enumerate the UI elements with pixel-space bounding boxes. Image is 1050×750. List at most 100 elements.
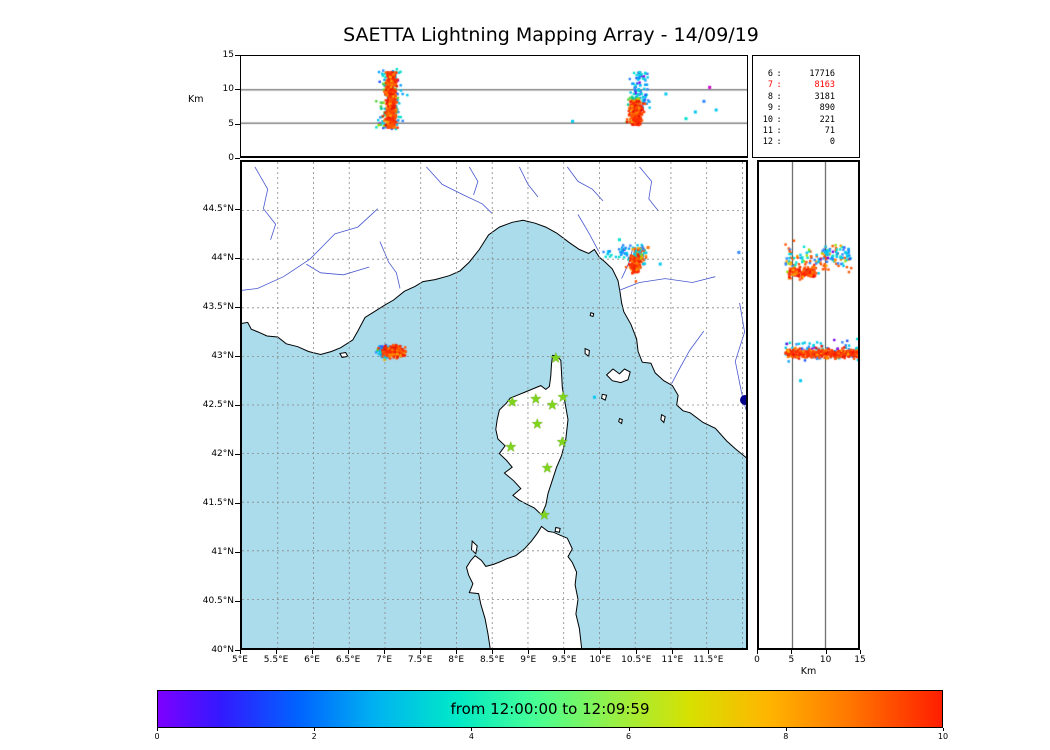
lon-tick <box>600 650 602 654</box>
altitude-x-tick-label: 10 <box>819 655 832 665</box>
altitude-x-tick-label: 0 <box>754 655 760 665</box>
legend-row-label: 9 <box>767 103 773 114</box>
colorbar-tick <box>157 728 158 731</box>
lon-tick-label: 6°E <box>304 655 321 665</box>
lon-tick <box>564 650 566 654</box>
altitude-tick-label: 10 <box>222 84 234 95</box>
legend-row: 10: 221 <box>753 115 859 126</box>
altitude-x-tick <box>757 650 758 654</box>
colorbar-tick <box>471 728 473 731</box>
lon-tick-label: 5.5°E <box>263 655 289 665</box>
legend-row-colon: : <box>776 91 782 102</box>
legend-row: 9: 890 <box>753 103 859 114</box>
lat-tick-label: 44°N <box>211 253 234 263</box>
station-star-icon: ★ <box>549 350 563 367</box>
altitude-x-tick-label: 15 <box>854 655 866 665</box>
special-marker <box>739 395 746 406</box>
legend-row-colon: : <box>776 137 782 148</box>
station-star-icon: ★ <box>538 507 551 524</box>
altitude-x-tick <box>791 650 793 654</box>
colorbar-tick-label: 0 <box>154 732 160 741</box>
lat-tick-label: 43°N <box>211 351 234 361</box>
colorbar-label: from 12:00:00 to 12:09:59 <box>450 700 650 718</box>
lon-tick-label: 6.5°E <box>335 655 361 665</box>
lat-tick-label: 43.5°N <box>202 302 234 312</box>
lon-tick-label: 7.5°E <box>407 655 433 665</box>
lon-tick <box>384 650 386 654</box>
station-star-icon: ★ <box>555 434 569 451</box>
colorbar-tick-label: 2 <box>311 732 317 741</box>
lon-tick-label: 8°E <box>448 655 465 665</box>
lon-tick <box>276 650 278 654</box>
station-star-icon: ★ <box>540 460 554 477</box>
legend-row-colon: : <box>776 126 782 137</box>
page-title: SAETTA Lightning Mapping Array - 14/09/1… <box>343 24 759 46</box>
legend-row-value: 8163 <box>814 80 835 91</box>
lat-tick-label: 40.5°N <box>202 596 234 606</box>
latitude-altitude-panel <box>757 160 860 650</box>
lon-tick-label: 9°E <box>520 655 537 665</box>
station-star-icon: ★ <box>556 389 570 406</box>
altitude-longitude-panel <box>240 55 748 158</box>
altitude-axis-label: Km <box>188 94 204 105</box>
legend-row-label: 6 <box>767 69 773 79</box>
station-star-icon: ★ <box>529 391 543 408</box>
legend-row-colon: : <box>776 80 782 91</box>
altitude-x-tick-label: 5 <box>788 655 795 665</box>
lat-tick-label: 40°N <box>211 645 234 655</box>
colorbar-tick <box>943 728 944 731</box>
lon-tick <box>456 650 458 654</box>
lon-tick <box>492 650 494 654</box>
lon-tick <box>348 650 350 654</box>
legend-row: 6: 17716 <box>753 69 859 80</box>
legend-row: 11: 71 <box>753 126 859 137</box>
lon-tick <box>528 650 530 654</box>
lon-tick <box>312 650 314 654</box>
lat-tick-label: 44.5°N <box>202 204 234 214</box>
lon-tick-label: 10°E <box>589 655 612 665</box>
legend-row-colon: : <box>776 69 782 79</box>
lon-tick-label: 5°E <box>232 655 248 665</box>
lon-tick <box>636 650 638 654</box>
legend-row-colon: : <box>776 114 782 125</box>
legend-row-label: 12 <box>762 137 773 148</box>
lat-tick-label: 41°N <box>211 547 234 557</box>
colorbar-tick <box>314 728 316 731</box>
station-star-icon: ★ <box>530 416 544 433</box>
colorbar-tick <box>785 728 787 731</box>
lat-tick-label: 42.5°N <box>202 400 234 410</box>
legend-row: 12: 0 <box>753 137 859 148</box>
altitude-axis-label-bottom: Km <box>800 666 817 677</box>
altitude-tick <box>235 158 240 159</box>
map-panel: ★ ★ ★ ★ ★ ★ ★ ★ ★ ★ <box>240 160 748 650</box>
legend-row-value: 17716 <box>809 69 835 79</box>
colorbar-tick-label: 4 <box>468 732 474 741</box>
lon-tick-label: 10.5°E <box>621 655 652 665</box>
colorbar-tick-label: 10 <box>937 732 949 741</box>
map-scatter-canvas <box>242 162 746 648</box>
lon-tick-label: 7°E <box>376 655 393 665</box>
lon-tick-label: 11.5°E <box>693 655 724 665</box>
legend-row-value: 221 <box>819 114 835 125</box>
legend-row-label: 11 <box>762 126 773 137</box>
legend-row-label: 7 <box>767 80 773 91</box>
legend-row-colon: : <box>776 103 782 114</box>
lon-tick-label: 9.5°E <box>552 655 577 665</box>
legend-row-label: 8 <box>767 91 773 102</box>
lon-tick <box>240 650 241 654</box>
lon-tick <box>420 650 422 654</box>
altitude-tick-label: 15 <box>222 50 234 60</box>
latitude-altitude-canvas <box>759 162 858 648</box>
altitude-longitude-canvas <box>241 56 747 156</box>
station-star-icon: ★ <box>504 439 518 456</box>
altitude-x-tick <box>825 650 827 654</box>
legend-row-value: 3181 <box>814 91 835 102</box>
lon-tick <box>708 650 710 654</box>
colorbar-tick-label: 6 <box>626 732 632 741</box>
station-star-icon: ★ <box>545 397 559 414</box>
legend-row-value: 0 <box>829 137 835 148</box>
altitude-x-tick <box>860 650 861 654</box>
lat-tick-label: 41.5°N <box>202 498 234 508</box>
lat-tick-label: 42°N <box>211 449 234 459</box>
